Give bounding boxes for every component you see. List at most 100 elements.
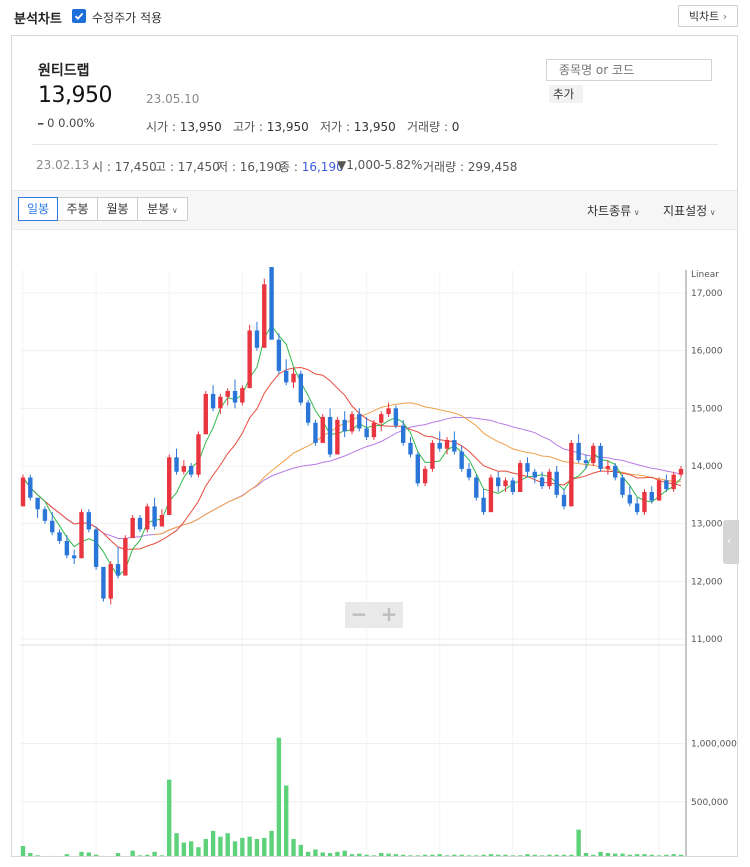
current-price: 13,950 xyxy=(38,83,112,108)
candle-body xyxy=(605,465,611,469)
chevron-left-icon: ‹ xyxy=(727,534,732,547)
history-date: 23.02.13 xyxy=(36,158,90,172)
candle-body xyxy=(203,393,208,435)
volume-bar xyxy=(503,854,508,856)
volume-bar xyxy=(269,830,274,856)
candle-body xyxy=(422,468,428,484)
tab-weekly[interactable]: 주봉 xyxy=(57,197,98,221)
candle-body xyxy=(649,491,654,501)
history-change: ▼1,000 xyxy=(337,158,381,172)
candle-body xyxy=(35,497,40,510)
volume-bar xyxy=(225,833,230,856)
chevron-down-icon: ∨ xyxy=(707,208,716,217)
volume-bar xyxy=(28,853,33,856)
candle-body xyxy=(554,471,559,495)
candle-body xyxy=(188,465,194,475)
candle-body xyxy=(232,391,238,403)
volume-bar xyxy=(20,846,26,856)
volume-bar xyxy=(444,855,450,856)
history-change-pct: -5.82% xyxy=(380,158,423,172)
add-stock-button[interactable]: 추가 xyxy=(549,85,583,103)
volume-bar xyxy=(642,854,647,856)
divider xyxy=(32,144,718,145)
stock-search-input[interactable] xyxy=(546,59,712,81)
open-value: 13,950 xyxy=(179,120,222,134)
candle-body xyxy=(627,494,633,504)
low-info: 저가 : 13,950 xyxy=(320,120,396,134)
candle-body xyxy=(145,506,150,530)
volume-bar xyxy=(547,854,552,856)
stock-name: 원티드랩 xyxy=(38,63,90,79)
candle-body xyxy=(379,414,384,423)
candle-body xyxy=(247,330,252,389)
candle-body xyxy=(598,445,603,469)
volume-bar xyxy=(86,852,91,856)
volume-bar xyxy=(379,853,384,856)
side-panel-toggle[interactable]: ‹ xyxy=(723,520,739,564)
candle-body xyxy=(634,503,640,513)
tab-minute[interactable]: 분봉 ∨ xyxy=(137,197,188,221)
volume-bar xyxy=(152,851,157,856)
candle-body xyxy=(28,477,33,498)
candle-body xyxy=(305,402,311,423)
candle-body xyxy=(327,416,333,455)
candle-body xyxy=(254,330,260,348)
candle-body xyxy=(386,408,391,415)
volume-bar xyxy=(79,851,84,856)
candle-body xyxy=(137,517,143,530)
volume-bar xyxy=(591,854,596,856)
price-tick-label: 17,000 xyxy=(691,289,723,299)
candle-body xyxy=(298,373,304,403)
price-tick-label: 15,000 xyxy=(691,404,723,414)
candle-body xyxy=(474,477,479,498)
candle-body xyxy=(108,564,113,599)
candle-body xyxy=(284,370,289,383)
volume-bar xyxy=(561,854,567,856)
candle-body xyxy=(466,468,472,478)
volume-bar xyxy=(291,839,296,856)
candle-body xyxy=(400,425,406,443)
high-value: 13,950 xyxy=(266,120,309,134)
candle-body xyxy=(481,497,486,513)
history-open-label: 시 xyxy=(92,160,104,174)
candle-body xyxy=(408,442,413,455)
candle-body xyxy=(357,414,362,429)
candle-body xyxy=(342,419,347,432)
volume-bar xyxy=(430,854,435,856)
zoom-in-button[interactable]: + xyxy=(380,602,398,626)
zoom-controls: − + xyxy=(345,602,403,628)
candle-body xyxy=(240,388,245,403)
volume-bar xyxy=(342,850,347,856)
candle-body xyxy=(210,393,216,409)
stock-chart[interactable]: Linear 11,000 12,000 13,000 14,000 15,000 16,0… xyxy=(12,230,737,856)
chart-type-dropdown[interactable]: 차트종류 ∨ xyxy=(587,202,640,219)
chevron-down-icon: ∨ xyxy=(631,208,640,217)
adjusted-price-checkbox[interactable] xyxy=(72,9,86,23)
candle-body xyxy=(196,434,201,475)
candle-body xyxy=(488,477,494,513)
tab-daily[interactable]: 일봉 xyxy=(18,197,58,221)
history-close: 종 : 16,190 xyxy=(279,160,344,174)
price-date: 23.05.10 xyxy=(146,92,200,106)
volume-bar xyxy=(203,839,208,856)
volume-bar xyxy=(510,855,516,856)
volume-label: 거래량 xyxy=(407,120,441,134)
volume-bar xyxy=(393,854,399,856)
big-chart-button[interactable]: 빅차트 › xyxy=(678,5,738,27)
volume-bar xyxy=(656,855,662,856)
volume-bar xyxy=(320,852,325,856)
indicator-dropdown[interactable]: 지표설정 ∨ xyxy=(663,202,716,219)
candle-body xyxy=(57,532,62,541)
candle-body xyxy=(115,564,121,576)
volume-bar xyxy=(240,837,245,856)
history-volume-label: 거래량 xyxy=(423,160,457,174)
volume-bar xyxy=(93,854,99,856)
volume-bar xyxy=(488,854,494,856)
zoom-out-button[interactable]: − xyxy=(350,602,368,626)
history-volume: 거래량 : 299,458 xyxy=(423,160,518,174)
tab-monthly[interactable]: 월봉 xyxy=(97,197,138,221)
candle-body xyxy=(123,538,128,576)
volume-bar xyxy=(583,853,589,856)
candle-body xyxy=(517,463,523,492)
adjusted-price-label[interactable]: 수정주가 적용 xyxy=(92,11,163,25)
